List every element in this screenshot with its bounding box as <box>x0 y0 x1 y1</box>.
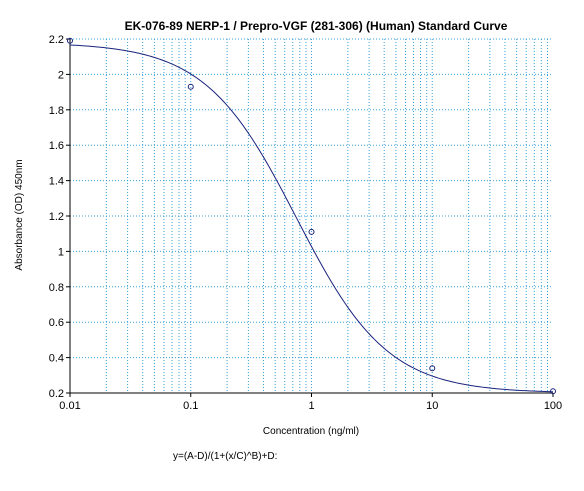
y-tick-label: 0.6 <box>49 317 64 329</box>
y-tick-labels: 0.2 0.4 0.6 0.8 1 1.2 1.4 1.6 1.8 2 2.2 <box>49 34 64 400</box>
data-point <box>187 83 194 90</box>
data-point <box>308 228 315 235</box>
x-tick-label: 10 <box>426 400 438 412</box>
y-tick-label: 1.6 <box>49 140 64 152</box>
y-tick-label: 1.2 <box>49 211 64 223</box>
y-tick-label: 2 <box>58 69 64 81</box>
grid <box>69 38 553 394</box>
y-tick-label: 0.4 <box>49 353 64 365</box>
y-axis-label: Absorbance (OD) 450nm <box>14 159 25 270</box>
data-points <box>67 37 556 395</box>
y-tick-label: 2.2 <box>49 34 64 46</box>
x-tick-label: 1 <box>308 400 314 412</box>
y-tick-label: 0.2 <box>49 388 64 400</box>
y-tick-label: 1 <box>58 246 64 258</box>
data-point <box>550 388 556 395</box>
chart-title: EK-076-89 NERP-1 / Prepro-VGF (281-306) … <box>125 19 508 33</box>
axes <box>66 38 554 397</box>
x-tick-label: 100 <box>544 400 562 412</box>
fit-formula: y=(A-D)/(1+(x/C)^B)+D: <box>173 451 277 462</box>
x-tick-labels: 0.01 0.1 1 10 100 <box>59 400 562 412</box>
data-point <box>429 365 436 372</box>
x-tick-label: 0.1 <box>183 400 198 412</box>
y-tick-label: 0.8 <box>49 282 64 294</box>
data-point <box>67 37 73 44</box>
y-tick-label: 1.8 <box>49 105 64 117</box>
x-tick-label: 0.01 <box>59 400 80 412</box>
x-axis-label: Concentration (ng/ml) <box>263 426 359 437</box>
y-tick-label: 1.4 <box>49 176 64 188</box>
fit-curve <box>69 44 554 393</box>
